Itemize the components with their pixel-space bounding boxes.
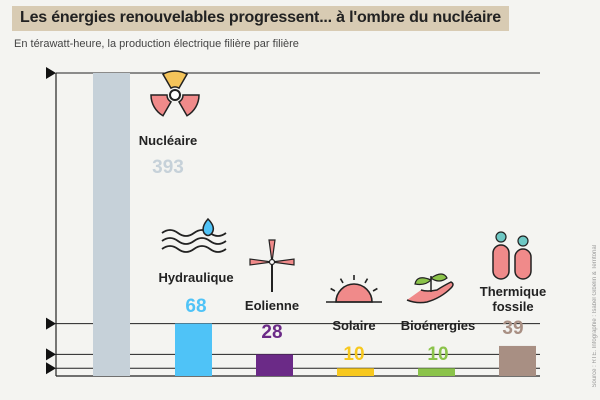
radiation-icon (150, 70, 200, 117)
bar (93, 73, 130, 376)
sun-icon (326, 275, 382, 303)
category-label: Bioénergies (401, 318, 475, 333)
value-label: 10 (427, 344, 448, 365)
chart-title: Les énergies renouvelables progressent..… (12, 6, 509, 31)
value-label: 28 (261, 322, 282, 343)
value-label: 393 (152, 157, 184, 178)
reference-arrow (46, 317, 56, 330)
bar (337, 368, 374, 376)
category-label: Eolienne (245, 298, 299, 313)
bar (499, 345, 536, 376)
chart-subtitle: En térawatt-heure, la production électri… (14, 38, 299, 50)
wind-turbine-icon (249, 239, 295, 292)
source-credit: Source : RTE. Infographie : Isabel Gibel… (592, 245, 598, 388)
category-label: Hydraulique (158, 270, 233, 285)
bar (175, 323, 212, 376)
category-label: Solaire (332, 318, 375, 333)
reference-arrow (46, 362, 56, 375)
bar (256, 354, 293, 376)
value-label: 10 (343, 344, 364, 365)
gas-cylinder-icon (492, 231, 532, 280)
category-label: Thermique (480, 284, 546, 299)
reference-arrow (46, 67, 56, 79)
category-label: Nucléaire (139, 133, 198, 148)
bar (418, 368, 455, 376)
water-wave-icon (161, 217, 227, 253)
value-label: 68 (185, 296, 206, 317)
reference-arrow (46, 348, 56, 361)
value-label: 39 (502, 318, 523, 339)
category-label: fossile (492, 299, 533, 314)
sprout-hand-icon (406, 273, 454, 304)
